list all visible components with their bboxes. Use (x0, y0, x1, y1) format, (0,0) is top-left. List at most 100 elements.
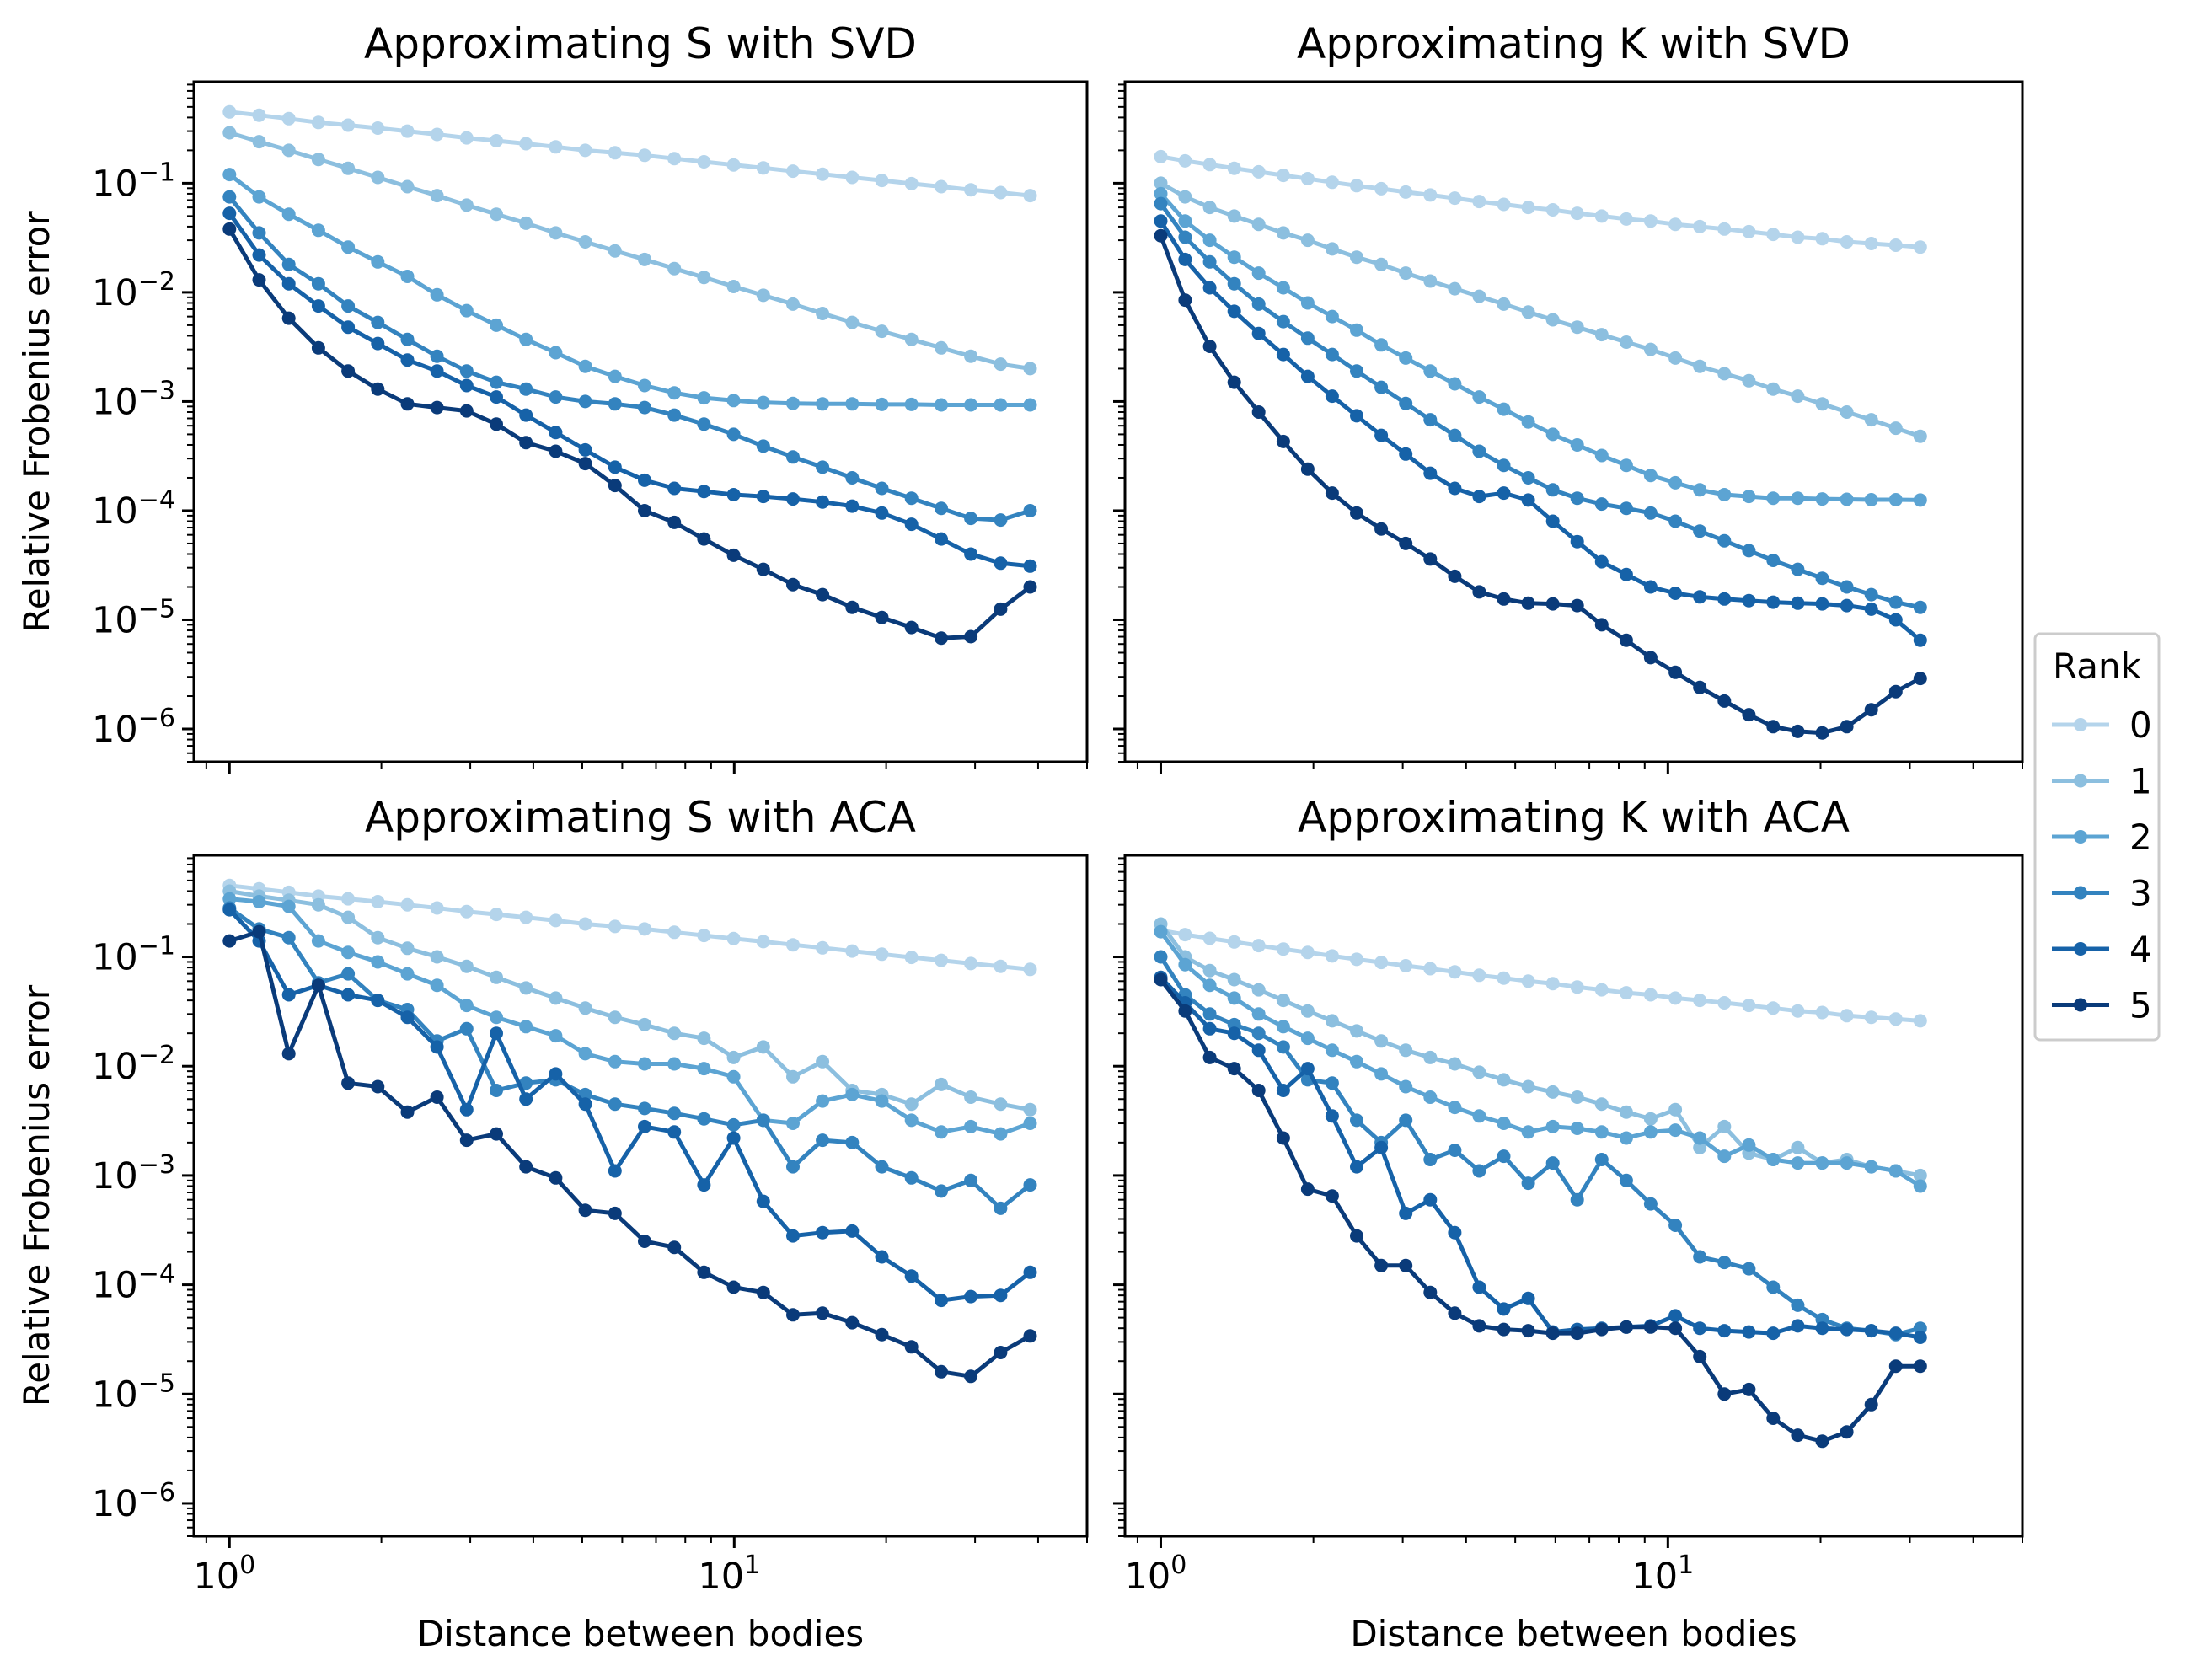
data-point-rank-2 (994, 398, 1008, 412)
data-point-rank-5 (1178, 293, 1192, 308)
data-point-rank-1 (371, 930, 385, 945)
data-point-rank-3 (1594, 1153, 1609, 1166)
data-point-rank-3 (756, 439, 770, 453)
data-point-rank-2 (1497, 402, 1511, 416)
data-point-rank-4 (994, 556, 1008, 571)
data-point-rank-5 (875, 1327, 889, 1342)
data-point-rank-4 (1448, 1225, 1462, 1240)
data-point-rank-5 (1840, 1425, 1854, 1439)
data-point-rank-0 (519, 910, 533, 924)
data-point-rank-0 (1619, 986, 1633, 1000)
data-point-rank-2 (1350, 1054, 1363, 1069)
data-point-rank-2 (1423, 364, 1438, 378)
data-point-rank-4 (904, 517, 919, 532)
axes-frame (192, 854, 1089, 1538)
data-point-rank-1 (994, 1097, 1008, 1112)
series-line-rank-3 (228, 196, 1031, 522)
data-point-rank-2 (667, 386, 682, 400)
data-point-rank-5 (1154, 972, 1168, 987)
data-point-rank-1 (816, 1054, 830, 1069)
data-point-rank-4 (222, 206, 237, 221)
data-point-rank-2 (1325, 309, 1339, 324)
data-point-rank-0 (816, 940, 830, 955)
data-point-rank-5 (1619, 633, 1633, 647)
y-tick-label: 10−2 (92, 267, 175, 314)
data-point-rank-3 (311, 276, 325, 291)
data-point-rank-0 (1251, 164, 1266, 179)
data-point-rank-4 (1693, 1321, 1707, 1336)
data-point-rank-1 (1693, 1140, 1707, 1154)
data-point-rank-5 (459, 404, 474, 418)
data-point-rank-4 (667, 481, 682, 496)
data-point-rank-5 (845, 600, 860, 614)
data-point-rank-4 (1472, 490, 1486, 504)
data-point-rank-0 (904, 951, 919, 965)
axes-frame (1123, 80, 2024, 763)
y-tick-label: 10−6 (92, 704, 175, 751)
data-point-rank-5 (1300, 1182, 1315, 1197)
data-point-rank-4 (1202, 1021, 1217, 1036)
data-point-rank-2 (1864, 493, 1878, 506)
data-point-rank-2 (1227, 250, 1241, 265)
data-point-rank-1 (1521, 305, 1535, 319)
data-point-rank-0 (459, 904, 474, 919)
data-point-rank-4 (1276, 347, 1290, 362)
x-tick-label: 101 (1631, 1551, 1694, 1598)
data-point-rank-4 (1154, 214, 1168, 228)
data-point-rank-3 (1350, 1113, 1363, 1128)
data-point-rank-1 (1350, 1024, 1363, 1038)
data-point-rank-4 (1472, 1280, 1486, 1294)
data-point-rank-5 (252, 924, 266, 939)
data-point-rank-3 (341, 299, 356, 313)
x-tick-label: 100 (1125, 1551, 1187, 1598)
plot-area (222, 104, 1037, 646)
data-point-rank-2 (994, 1127, 1008, 1141)
data-point-rank-1 (578, 235, 592, 249)
data-point-rank-0 (1545, 203, 1560, 217)
data-point-rank-2 (935, 398, 948, 412)
data-point-rank-4 (1521, 1291, 1535, 1305)
data-point-rank-0 (1448, 191, 1462, 206)
data-point-rank-3 (1693, 1250, 1707, 1264)
data-point-rank-0 (1791, 230, 1805, 244)
data-point-rank-0 (1668, 217, 1683, 232)
data-point-rank-4 (1717, 592, 1732, 606)
data-point-rank-1 (726, 1050, 741, 1064)
data-point-rank-0 (400, 124, 415, 138)
data-point-rank-0 (1023, 962, 1037, 977)
series-line-rank-2 (228, 173, 1031, 407)
data-point-rank-2 (430, 978, 444, 993)
data-point-rank-3 (1521, 471, 1535, 485)
data-point-rank-4 (490, 1026, 503, 1041)
data-point-rank-4 (1251, 326, 1266, 340)
y-tick-label: 10−5 (92, 594, 175, 641)
data-point-rank-5 (667, 1240, 682, 1255)
data-point-rank-5 (638, 1235, 651, 1248)
data-point-rank-2 (1251, 1007, 1266, 1021)
data-point-rank-1 (1448, 1057, 1462, 1071)
panel-title: Approximating S with ACA (365, 793, 916, 842)
legend-marker-rank-4 (2074, 942, 2087, 956)
data-point-rank-2 (1791, 491, 1805, 506)
data-point-rank-5 (1791, 724, 1805, 738)
data-point-rank-2 (1399, 351, 1413, 365)
data-point-rank-5 (1399, 536, 1413, 550)
data-point-rank-3 (1888, 595, 1903, 609)
data-point-rank-4 (430, 364, 444, 378)
data-point-rank-2 (1300, 296, 1315, 310)
data-point-rank-0 (1023, 189, 1037, 203)
data-point-rank-1 (1325, 1014, 1339, 1028)
data-point-rank-0 (1693, 994, 1707, 1008)
data-point-rank-4 (281, 276, 296, 291)
data-point-rank-1 (1570, 1090, 1584, 1104)
data-point-rank-2 (578, 1047, 592, 1061)
data-point-rank-0 (1399, 185, 1413, 199)
data-point-rank-4 (1399, 1206, 1413, 1220)
data-point-rank-3 (1668, 514, 1683, 528)
data-point-rank-4 (400, 353, 415, 367)
data-point-rank-2 (371, 955, 385, 969)
data-point-rank-3 (1350, 364, 1363, 378)
data-point-rank-5 (964, 629, 978, 644)
data-point-rank-5 (1693, 1349, 1707, 1363)
data-point-rank-4 (1300, 1062, 1315, 1076)
